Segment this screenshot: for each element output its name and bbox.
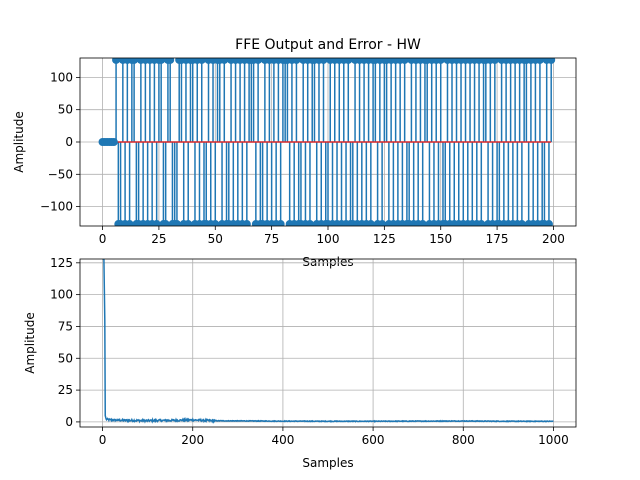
- stem-marker: [418, 220, 427, 226]
- stem-marker: [292, 58, 301, 64]
- stem-marker: [197, 58, 206, 64]
- y-tick-label: 25: [58, 383, 73, 397]
- y-tick-label: 0: [65, 135, 73, 149]
- x-tick-label: 1000: [538, 433, 569, 447]
- stem-marker: [254, 58, 263, 64]
- bottom-ticks: 0 200 400 600 800 1000 0 25 50 75 100 125: [50, 256, 569, 447]
- top-axes: FFE Output and Error - HW 0 25 50 75 100 125 1…: [12, 37, 577, 269]
- stem-marker: [166, 58, 175, 64]
- x-tick-label: 150: [429, 232, 452, 246]
- stem-marker: [211, 220, 220, 226]
- top-ticks: 0 25 50 75 100 125 150 175 200 −100 −50 0 50 100: [40, 70, 565, 246]
- bottom-axes-frame: [79, 258, 577, 428]
- y-tick-label: 50: [58, 103, 73, 117]
- y-tick-label: 0: [65, 415, 73, 429]
- stem-marker: [125, 220, 134, 226]
- stem-marker: [366, 220, 375, 226]
- stem-marker: [220, 58, 229, 64]
- stem-marker: [172, 220, 181, 226]
- stem-marker: [436, 58, 445, 64]
- stem-marker: [152, 220, 161, 226]
- stem-clip-group: [98, 58, 556, 226]
- stem-marker: [378, 220, 387, 226]
- x-tick-label: 25: [151, 232, 166, 246]
- y-tick-label: −100: [40, 200, 73, 214]
- stem-marker: [161, 220, 170, 226]
- y-tick-label: 100: [50, 70, 73, 84]
- x-tick-label: 100: [317, 232, 340, 246]
- stem-marker: [544, 220, 553, 226]
- bottom-xlabel: Samples: [302, 456, 353, 470]
- y-tick-label: 50: [58, 351, 73, 365]
- stem-marker: [276, 220, 285, 226]
- stem-marker: [130, 58, 139, 64]
- top-ylabel: Amplitude: [12, 111, 26, 173]
- stem-marker: [535, 58, 544, 64]
- top-chart-title: FFE Output and Error - HW: [235, 37, 421, 53]
- stem-marker: [184, 220, 193, 226]
- x-tick-label: 175: [486, 232, 509, 246]
- x-tick-label: 200: [542, 232, 565, 246]
- stem-marker: [109, 138, 118, 146]
- x-tick-label: 800: [452, 433, 475, 447]
- stem-marker: [477, 220, 486, 226]
- stem-marker: [344, 58, 353, 64]
- y-tick-label: 75: [58, 319, 73, 333]
- top-stem-series: [98, 58, 556, 226]
- stem-marker: [305, 220, 314, 226]
- bottom-ylabel: Amplitude: [23, 312, 37, 374]
- x-tick-label: 600: [362, 433, 385, 447]
- y-tick-label: −50: [48, 167, 73, 181]
- bottom-axes: 0 200 400 600 800 1000 0 25 50 75 100 125 Samples A…: [23, 256, 577, 470]
- stem-marker: [112, 58, 121, 64]
- x-tick-label: 200: [181, 433, 204, 447]
- x-tick-label: 50: [208, 232, 223, 246]
- stem-marker: [242, 220, 251, 226]
- error-line: [102, 259, 554, 424]
- bottom-line-series: [102, 259, 554, 424]
- stem-marker: [490, 58, 499, 64]
- x-tick-label: 125: [373, 232, 396, 246]
- stem-marker: [319, 58, 328, 64]
- stem-marker: [400, 58, 409, 64]
- top-xlabel: Samples: [302, 255, 353, 269]
- x-tick-label: 75: [264, 232, 279, 246]
- x-tick-label: 400: [271, 433, 294, 447]
- stem-marker: [157, 58, 166, 64]
- x-tick-label: 0: [99, 232, 107, 246]
- y-tick-label: 100: [50, 288, 73, 302]
- stem-marker: [517, 220, 526, 226]
- x-tick-label: 0: [99, 433, 107, 447]
- stem-marker: [547, 58, 556, 64]
- y-tick-label: 125: [50, 256, 73, 270]
